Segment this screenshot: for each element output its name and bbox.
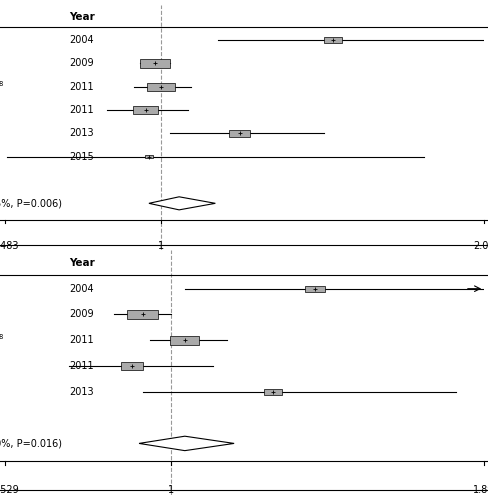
Text: 2013: 2013	[69, 128, 94, 138]
Text: 0.483: 0.483	[0, 240, 19, 250]
Bar	[324, 38, 342, 43]
Text: 2011: 2011	[69, 336, 94, 345]
Text: Overall (I²=69.5%, P=0.006): Overall (I²=69.5%, P=0.006)	[0, 198, 62, 208]
Text: 2011: 2011	[69, 361, 94, 371]
Polygon shape	[149, 197, 215, 210]
Bar	[144, 156, 153, 158]
Text: 2013: 2013	[69, 387, 94, 397]
Polygon shape	[139, 436, 234, 450]
Bar	[140, 59, 170, 68]
Bar	[147, 82, 175, 91]
Bar	[127, 310, 157, 320]
Bar	[170, 336, 199, 345]
Text: Overall (I²=67.0%, P=0.016): Overall (I²=67.0%, P=0.016)	[0, 438, 62, 448]
Text: 1.89: 1.89	[472, 484, 488, 494]
Text: 2009: 2009	[69, 58, 94, 68]
Text: 2015: 2015	[69, 152, 94, 162]
Bar	[264, 389, 281, 394]
Bar	[228, 130, 250, 136]
Text: 1: 1	[158, 240, 164, 250]
Text: 2009: 2009	[69, 310, 94, 320]
Text: 1: 1	[167, 484, 173, 494]
Text: 2004: 2004	[69, 284, 94, 294]
Text: 0.529: 0.529	[0, 484, 19, 494]
Text: 2011: 2011	[69, 82, 94, 92]
Bar	[121, 362, 143, 370]
Bar	[305, 286, 324, 292]
Text: Year: Year	[69, 12, 95, 22]
Bar	[133, 106, 158, 114]
Text: 2.07: 2.07	[472, 240, 488, 250]
Text: 2011: 2011	[69, 105, 94, 115]
Text: Nimptsch et al$^{18}$: Nimptsch et al$^{18}$	[0, 79, 4, 94]
Text: Year: Year	[69, 258, 95, 268]
Text: Nimptsch et al$^{18}$: Nimptsch et al$^{18}$	[0, 332, 4, 348]
Text: 2004: 2004	[69, 35, 94, 45]
